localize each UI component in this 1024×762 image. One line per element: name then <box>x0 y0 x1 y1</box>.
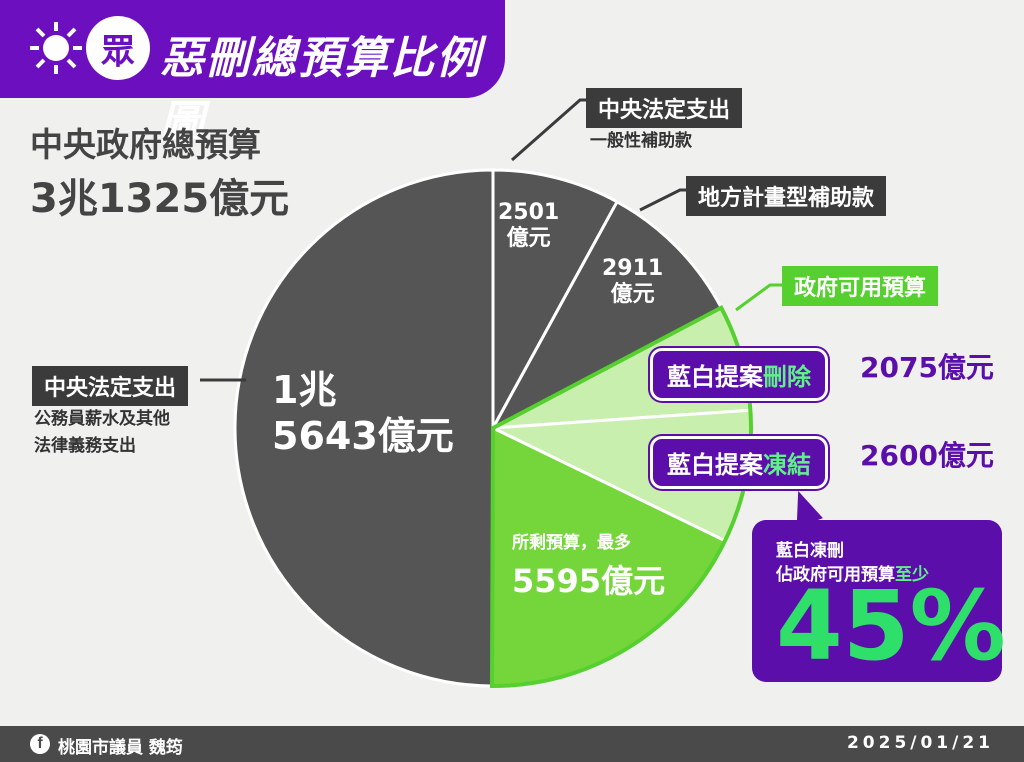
party-badge: 眾 <box>86 16 150 80</box>
freeze-amount: 2600億元 <box>860 439 994 472</box>
footer-date: 2025/01/21 <box>846 733 994 753</box>
pill-delete: 藍白提案刪除 <box>650 348 828 401</box>
tag-local-subsidy: 地方計畫型補助款 <box>686 176 887 216</box>
slice-2911 <box>489 199 724 432</box>
callout-line2-highlight: 至少 <box>895 565 929 585</box>
callout-line2-prefix: 佔政府可用預算 <box>776 565 895 585</box>
pill-delete-prefix: 藍白提案 <box>667 363 763 391</box>
slice-2911-unit: 億元 <box>610 282 655 308</box>
party-badge-text: 眾 <box>101 31 135 72</box>
slice-2501 <box>491 168 620 429</box>
footer-bar: f 桃園市議員 魏筠 2025/01/21 <box>0 726 1024 762</box>
delete-amount: 2075億元 <box>860 351 994 384</box>
callout-box: 藍白凍刪 佔政府可用預算至少 45% <box>752 520 1006 682</box>
slice-main-line2: 5643億元 <box>272 413 454 458</box>
slice-2911-number: 2911 <box>602 256 664 281</box>
leader-line-subsidy <box>511 98 586 162</box>
slice-main-line1: 1兆 <box>272 368 337 412</box>
tag-central-subsidy: 中央法定支出 <box>586 88 743 128</box>
pill-freeze-prefix: 藍白提案 <box>667 451 763 479</box>
header-banner: 眾 惡刪總預算比例圖 <box>0 0 505 148</box>
footer-author: 桃園市議員 魏筠 <box>58 738 183 758</box>
note-central-main-line1: 公務員薪水及其他 <box>34 409 170 429</box>
total-budget-value: 3兆1325億元 <box>30 176 290 222</box>
note-central-main-line2: 法律義務支出 <box>34 436 136 456</box>
callout-line2: 佔政府可用預算至少 <box>776 560 929 585</box>
slice-2501-number: 2501 <box>498 200 560 225</box>
tag-central-main: 中央法定支出 <box>32 366 189 406</box>
sun-logo-icon <box>30 22 82 74</box>
total-budget-label: 中央政府總預算 <box>30 125 261 164</box>
tag-gov-available: 政府可用預算 <box>782 266 939 306</box>
page-title: 惡刪總預算比例圖 <box>160 33 482 148</box>
leader-line-available <box>735 283 782 312</box>
slice-label-main: 1兆 5643億元 <box>272 368 454 459</box>
note-central-main: 公務員薪水及其他 法律義務支出 <box>34 406 170 460</box>
slice-main-15643 <box>233 168 495 688</box>
slice-label-2911: 2911 億元 <box>602 256 663 309</box>
slice-label-2501: 2501 億元 <box>498 200 559 253</box>
pill-freeze-highlight: 凍結 <box>763 451 811 479</box>
pill-freeze: 藍白提案凍結 <box>650 436 828 489</box>
leader-line-local <box>639 188 686 212</box>
callout-line1: 藍白凍刪 <box>776 541 844 561</box>
remain-label: 所剩預算，最多 <box>512 533 631 553</box>
remain-value: 5595億元 <box>512 562 666 600</box>
note-central-subsidy: 一般性補助款 <box>590 131 692 151</box>
facebook-icon[interactable]: f <box>30 734 50 754</box>
slice-2501-unit: 億元 <box>506 226 551 252</box>
callout-percentage: 45% <box>776 570 1006 682</box>
pill-delete-highlight: 刪除 <box>763 363 811 391</box>
